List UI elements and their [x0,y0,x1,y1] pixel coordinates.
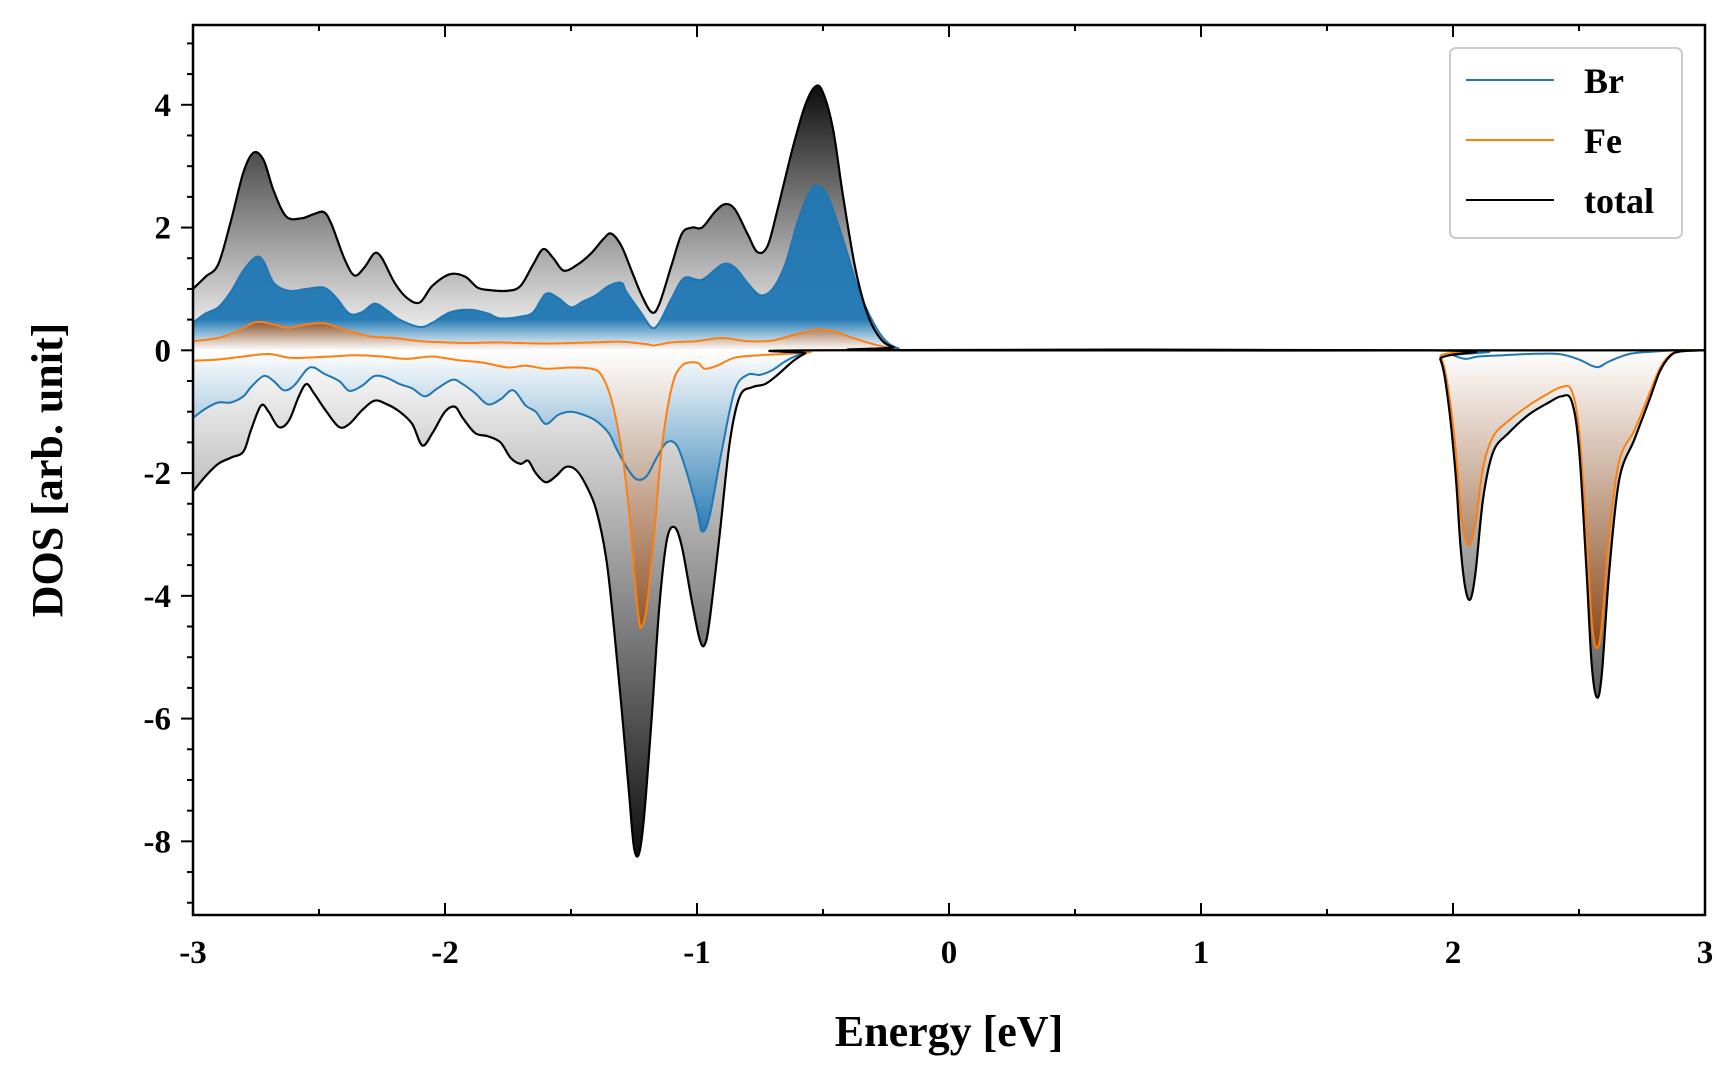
legend-label-fe: Fe [1584,121,1622,161]
x-tick-label: 0 [941,935,958,971]
fill-br-up [193,185,1705,351]
line-br-up [192,184,1705,352]
x-tick-label: -3 [179,935,207,971]
y-tick-label: -4 [144,579,172,615]
legend-box [1449,47,1683,239]
x-tick-label: 2 [1445,935,1462,971]
y-tick-label: -6 [144,702,172,738]
x-tick-label: 1 [1193,935,1210,971]
line-fe-down [192,348,1706,650]
legend-label-br: Br [1584,61,1624,101]
line-total-up [192,84,1706,352]
line-fe-up [192,320,1706,352]
y-tick-label: 4 [155,88,172,124]
fill-br-down [193,349,1705,532]
legend-label-total: total [1584,181,1654,221]
lines-layer [192,84,1706,858]
y-axis-label: DOS [arb. unit] [23,323,72,618]
line-total-down [192,348,1706,858]
y-tick-label: 2 [155,211,172,247]
y-tick-label: -2 [144,456,172,492]
x-tick-label: 3 [1697,935,1714,971]
fill-total-up [193,85,1705,351]
x-tick-label: -2 [431,935,459,971]
y-tick-label: 0 [155,333,172,369]
fill-total-down [193,349,1705,857]
y-tick-label: -8 [144,824,172,860]
fill-fe-down [193,349,1705,649]
x-tick-label: -1 [683,935,711,971]
legend: Br Fe total [1449,47,1683,239]
axes-layer: -3 -2 -1 0 1 2 3 -8 -6 -4 -2 0 2 4 [144,23,1714,971]
x-axis-label: Energy [eV] [835,1007,1064,1056]
